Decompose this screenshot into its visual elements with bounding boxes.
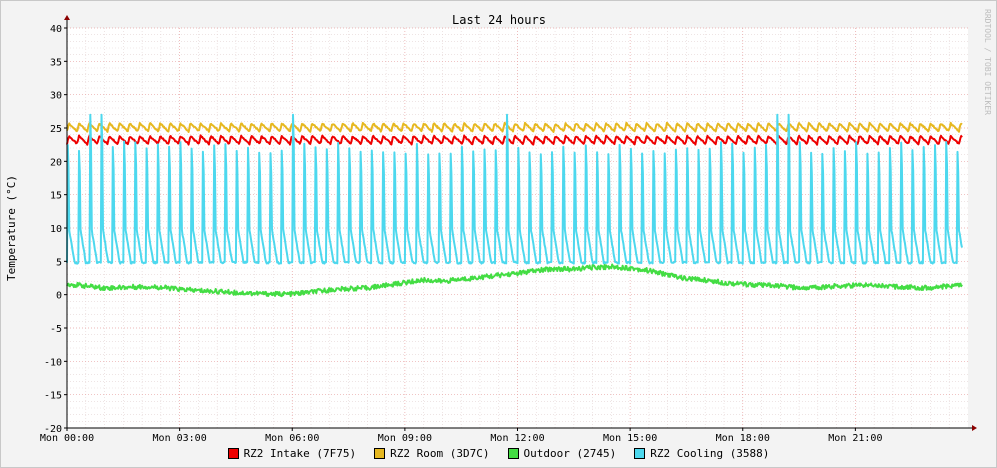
y-tick-label: 30	[50, 91, 62, 102]
legend-swatch	[374, 447, 386, 459]
y-tick-label: 35	[50, 57, 62, 68]
chart-legend: RZ2 Intake (7F75) RZ2 Room (3D7C) Outdoor …	[0, 445, 997, 461]
x-tick-label: Mon 12:00	[490, 433, 544, 444]
y-tick-label: -20	[44, 424, 62, 435]
x-tick-label: Mon 00:00	[40, 433, 94, 444]
legend-label: Outdoor (2745)	[523, 446, 617, 460]
legend-item: RZ2 Room (3D7C)	[374, 445, 490, 461]
series-line	[66, 263, 963, 298]
y-axis-label: Temperature (°C)	[5, 175, 18, 281]
x-tick-label: Mon 15:00	[603, 433, 657, 444]
watermark: RRDTOOL / TOBI OETIKER	[983, 9, 992, 115]
legend-item: Outdoor (2745)	[507, 445, 617, 461]
y-tick-label: 25	[50, 124, 62, 135]
legend-swatch	[634, 447, 646, 459]
series-line	[66, 121, 963, 133]
y-tick-label: -10	[44, 357, 62, 368]
legend-label: RZ2 Cooling (3588)	[650, 446, 770, 460]
y-tick-label: 40	[50, 24, 62, 35]
x-tick-label: Mon 06:00	[265, 433, 319, 444]
x-tick-label: Mon 03:00	[153, 433, 207, 444]
legend-label: RZ2 Room (3D7C)	[390, 446, 490, 460]
y-tick-label: 20	[50, 157, 62, 168]
y-tick-label: -5	[50, 324, 62, 335]
y-tick-label: 0	[56, 291, 62, 302]
y-tick-label: 15	[50, 191, 62, 202]
x-axis-arrow	[972, 425, 977, 431]
legend-label: RZ2 Intake (7F75)	[243, 446, 357, 460]
y-tick-label: -15	[44, 391, 62, 402]
series-line	[66, 134, 963, 146]
y-tick-label: 10	[50, 224, 62, 235]
x-tick-label: Mon 21:00	[828, 433, 882, 444]
x-tick-label: Mon 18:00	[716, 433, 770, 444]
y-tick-label: 5	[56, 257, 62, 268]
legend-item: RZ2 Cooling (3588)	[634, 445, 769, 461]
x-tick-label: Mon 09:00	[378, 433, 432, 444]
legend-swatch	[227, 447, 239, 459]
legend-item: RZ2 Intake (7F75)	[227, 445, 357, 461]
series-line	[66, 113, 963, 265]
y-axis-arrow	[64, 15, 70, 20]
chart-title: Last 24 hours	[452, 13, 546, 27]
legend-swatch	[507, 447, 519, 459]
